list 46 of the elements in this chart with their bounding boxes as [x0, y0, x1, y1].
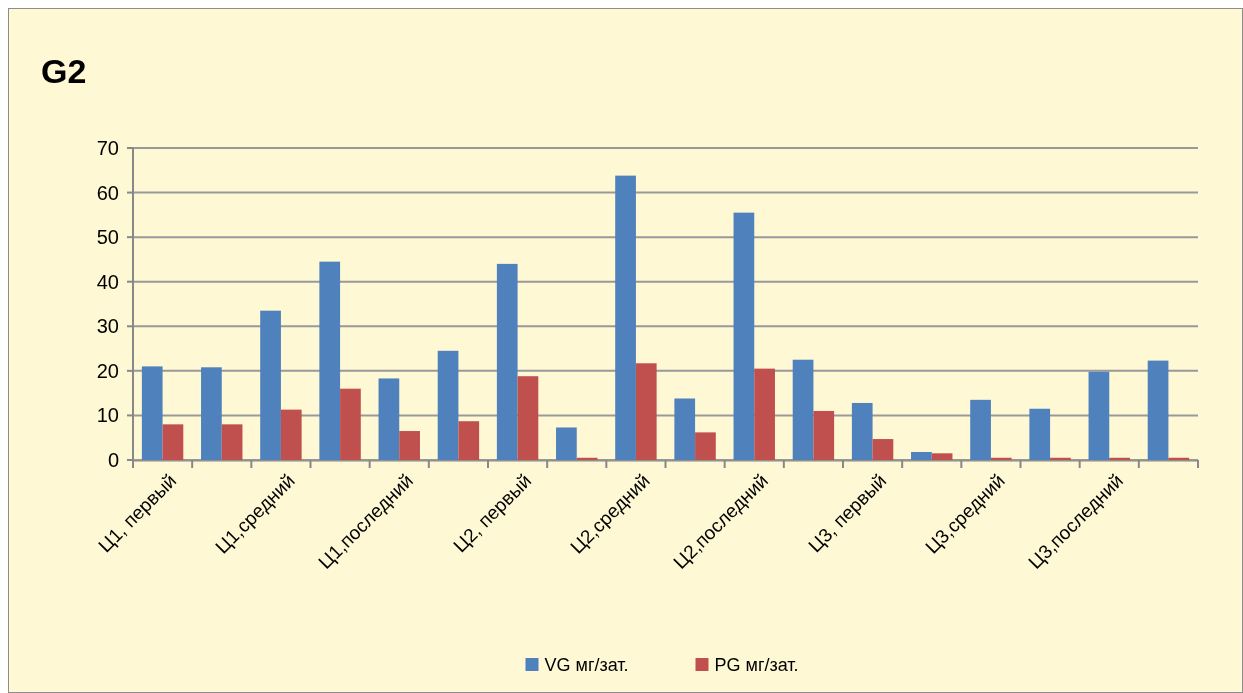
bar: [851, 402, 873, 460]
chart-title: G2: [41, 52, 87, 90]
bar: [260, 310, 281, 460]
bar: [496, 263, 518, 460]
y-tick-label: 70: [96, 137, 119, 159]
y-tick-label: 30: [96, 315, 119, 338]
bar: [733, 212, 755, 460]
bar: [990, 457, 1012, 460]
bar: [911, 451, 932, 460]
bar: [556, 427, 577, 460]
bar: [378, 378, 400, 460]
bar: [615, 175, 636, 460]
bar: [162, 424, 184, 460]
y-tick-label: 10: [96, 404, 119, 427]
bar: [458, 421, 480, 460]
bar: [280, 409, 302, 460]
bar: [872, 439, 894, 460]
bar: [437, 350, 459, 460]
bar: [1109, 457, 1130, 460]
bar: [1168, 457, 1190, 460]
bar: [674, 398, 696, 460]
y-tick-label: 20: [96, 359, 119, 382]
bar: [1050, 457, 1071, 460]
bar: [399, 431, 420, 460]
bar: [1147, 360, 1169, 460]
bar: [754, 368, 775, 460]
bar: [813, 410, 835, 460]
y-tick-label: 0: [107, 449, 119, 471]
bar: [517, 376, 539, 460]
bar: [221, 424, 243, 460]
y-tick-label: 60: [96, 181, 119, 204]
bar: [931, 453, 953, 460]
y-tick-label: 50: [96, 226, 119, 249]
bar: [201, 367, 222, 460]
bar: [319, 261, 341, 460]
y-tick-label: 40: [96, 270, 119, 293]
bar: [340, 388, 361, 460]
bar: [695, 432, 716, 460]
bar: [1088, 371, 1110, 460]
bar: [141, 366, 163, 460]
bar: [1029, 408, 1051, 460]
bar: [635, 363, 657, 460]
legend-label: VG мг/зат.: [544, 655, 629, 676]
bar: [970, 399, 991, 460]
bar: [792, 359, 814, 460]
legend-label: PG мг/зат.: [714, 655, 799, 676]
